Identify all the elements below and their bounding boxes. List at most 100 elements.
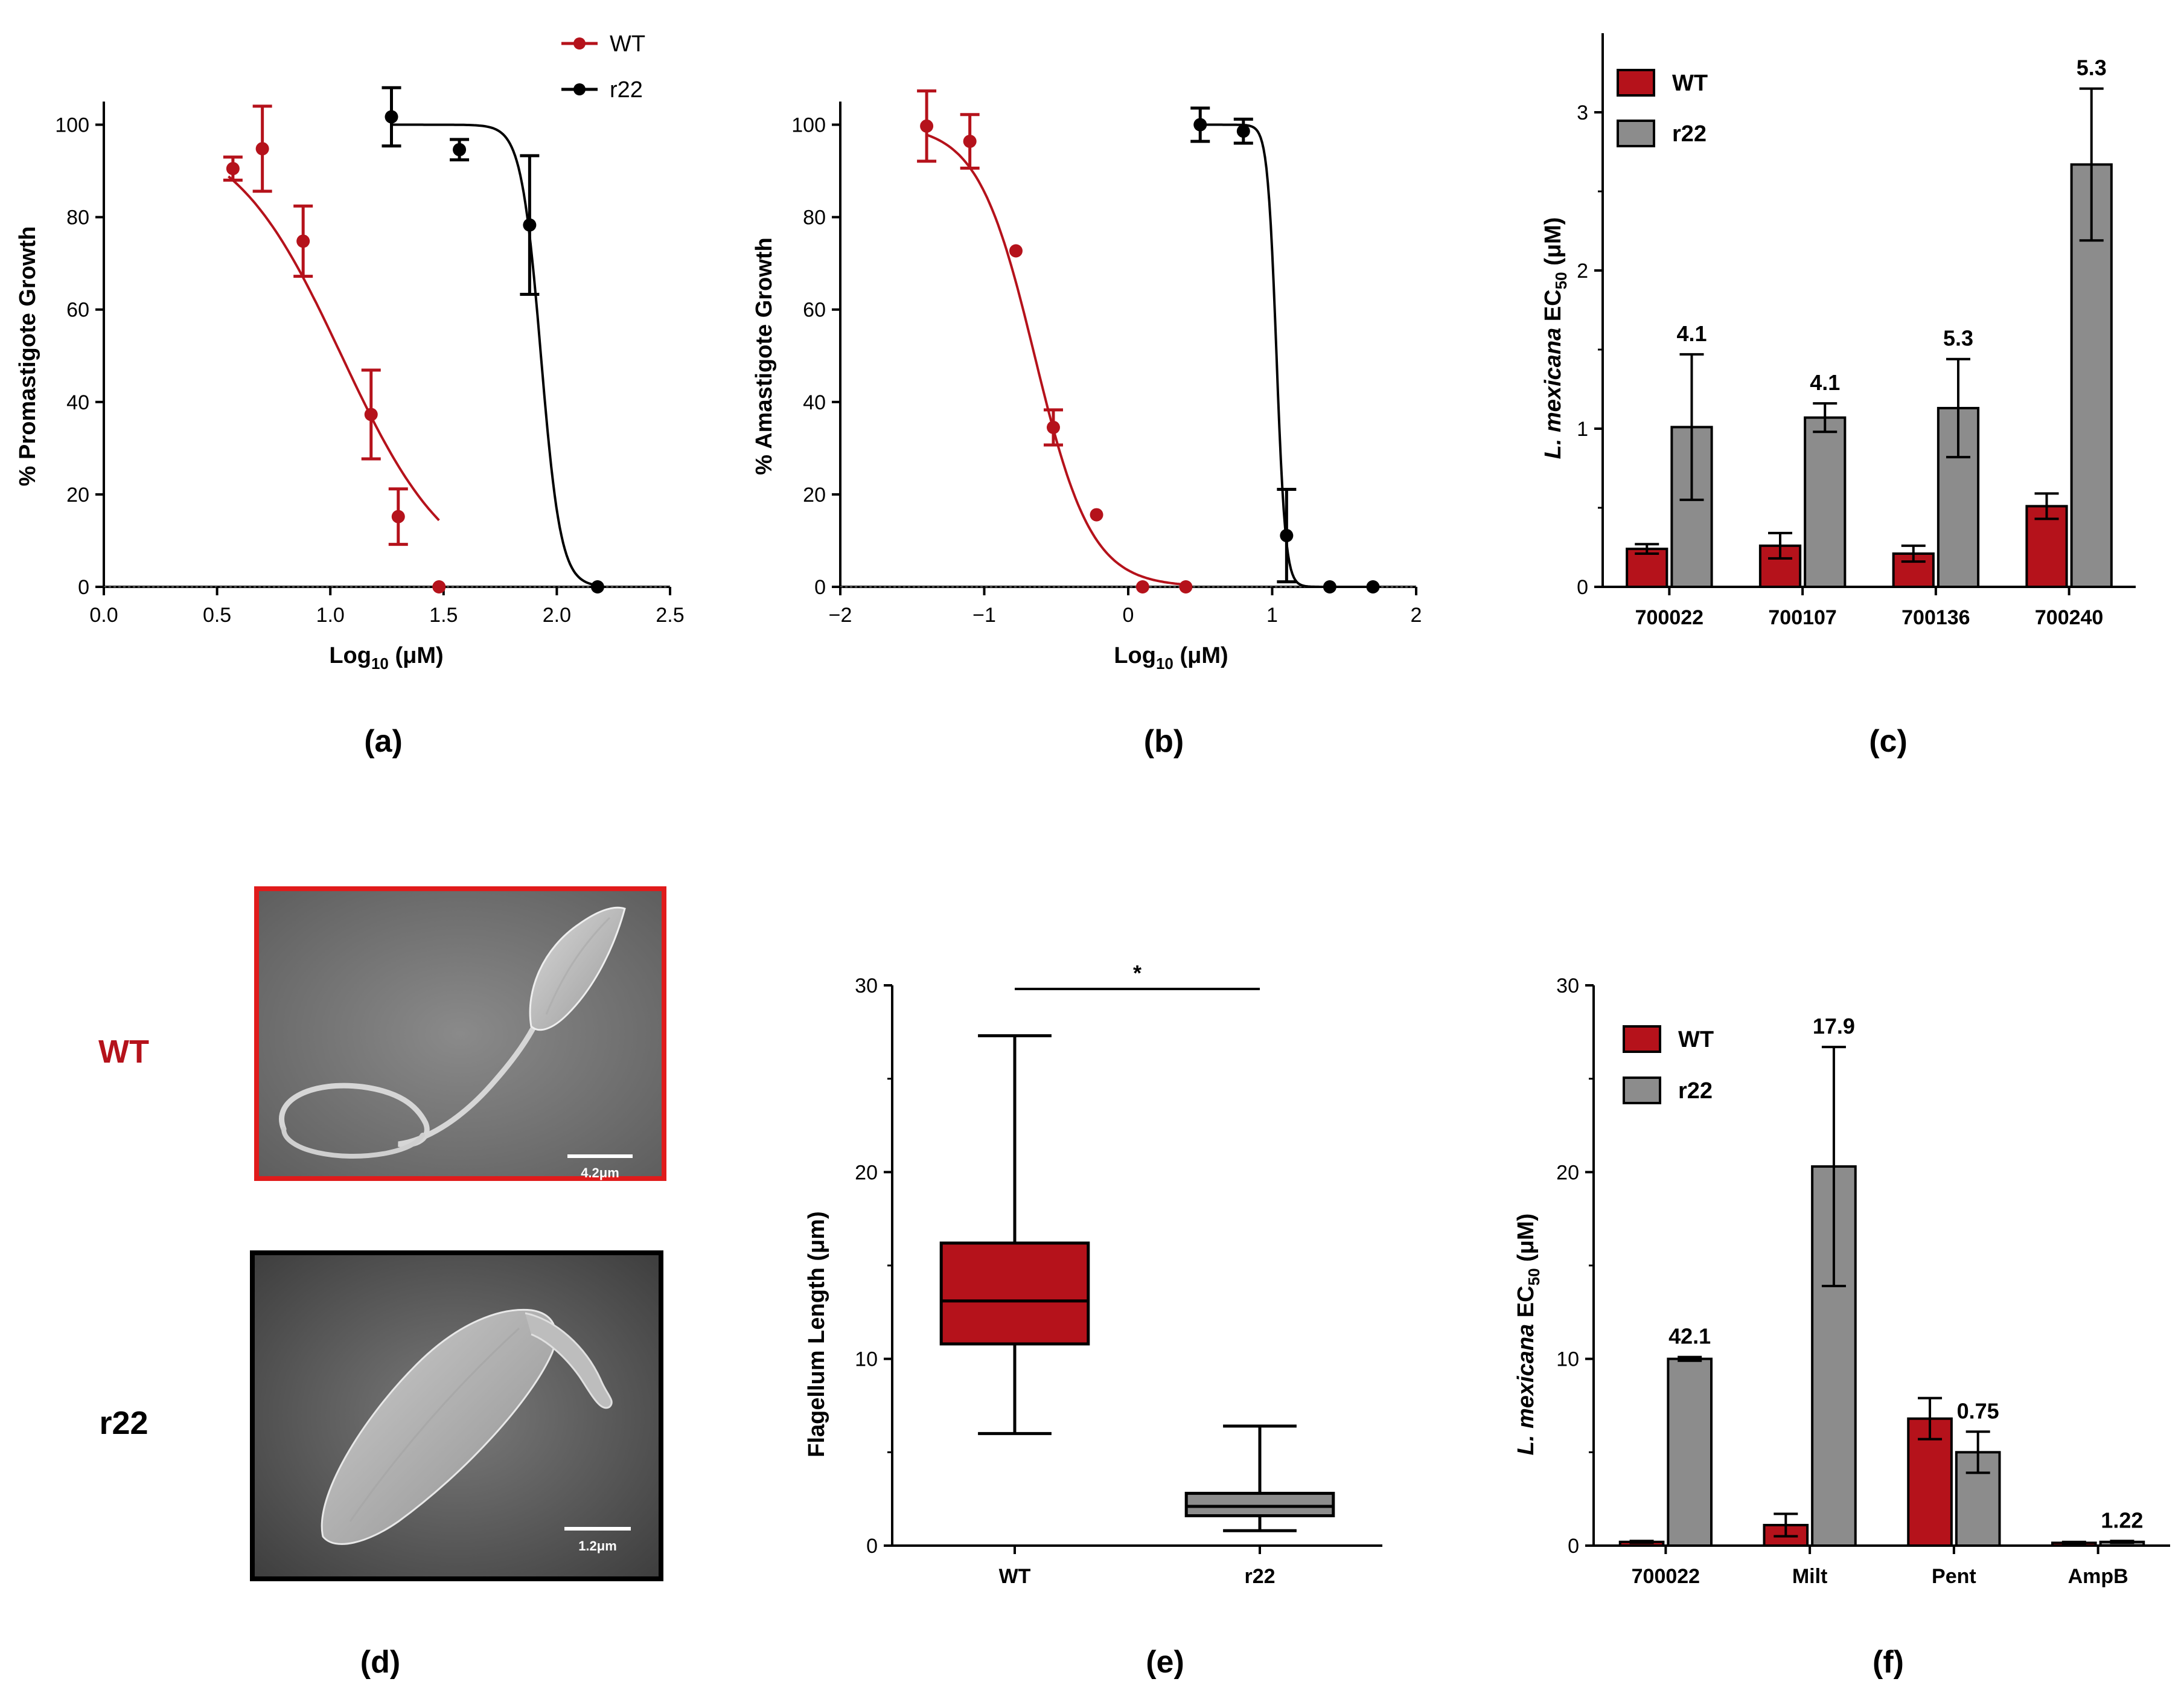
x-tick-label: 1.0 [316,604,345,627]
chart-c-ylabel-unit: (μM) [1541,217,1566,272]
y-tick-label: 60 [803,299,826,322]
fit-curve-r22 [391,123,598,587]
legend-r22-label: r22 [1672,121,1707,147]
chart-e-ylabel: Flagellum Length (μm) [804,1211,829,1457]
data-point-r22 [1280,529,1294,543]
x-tick-label: Pent [1932,1565,1976,1588]
chart-a-xlabel: Log10 (μM) [329,643,443,673]
data-point-WT [226,162,240,176]
legend-wt-label: WT [610,31,645,57]
legend-r22-swatch [1617,120,1655,147]
y-tick-label: 10 [855,1348,878,1371]
legend-wt-marker [573,37,586,50]
data-point-WT [364,408,378,421]
chart-c-ylabel-sub: 50 [1552,272,1570,289]
fold-change-label: 17.9 [1813,1014,1855,1038]
chart-c-legend: WT r22 [1617,69,1708,147]
x-tick-label: WT [999,1565,1031,1588]
x-tick-label: 2.5 [656,604,684,627]
data-point-WT [391,510,405,523]
data-point-WT [1046,420,1060,434]
chart-c-ylabel-ec: EC [1541,289,1566,327]
y-tick-label: 20 [803,484,826,507]
x-tick-label: 0 [1123,604,1134,627]
chart-c-panel-label: (c) [1869,724,1908,759]
chart-a-axes: 0.0 0.5 1.0 1.5 2.0 2.5 0 20 40 60 80 100 [55,101,685,627]
fold-change-label: 4.1 [1676,321,1707,346]
x-tick-label: 700136 [1901,606,1970,629]
sem-image-r22: 1.2μm [250,1250,663,1581]
data-point-r22 [1193,118,1207,132]
box-WT [939,1241,1090,1346]
x-tick-label: 0.0 [89,604,118,627]
data-point-r22 [453,142,467,156]
data-point-WT [432,580,446,593]
y-tick-label: 100 [791,114,826,137]
chart-f-panel-label: (f) [1873,1645,1904,1680]
chart-c-ylabel-species: L. mexicana [1541,328,1566,459]
chart-a-legend: WT r22 [561,31,645,103]
x-tick-label: 1.5 [429,604,458,627]
sem-r22-label: r22 [99,1405,148,1441]
bar-r22-700022 [1667,1357,1713,1547]
data-point-WT [920,119,934,133]
y-tick-label: 0 [866,1535,878,1558]
legend-wt-label: WT [1672,71,1708,96]
chart-b-marks [917,89,1380,593]
x-tick-label: 700022 [1632,1565,1700,1588]
chart-f-ylabel-unit: (μM) [1513,1214,1539,1269]
chart-e-marks: * [939,961,1335,1532]
data-point-WT [255,142,269,156]
chart-f-ylabel: L. mexicana EC50 (μM) [1513,1214,1543,1456]
data-point-WT [1135,580,1149,593]
chart-panel-c: 0 1 2 3 700022 700107 700136 700240 4.1 4.1 5.3 5.… [1541,33,2136,759]
legend-wt-swatch [1623,1025,1661,1053]
y-tick-label: 2 [1577,260,1588,283]
x-tick-label: AmpB [2068,1565,2128,1588]
y-tick-label: 20 [855,1161,878,1184]
fold-change-label: 5.3 [2077,56,2107,80]
y-tick-label: 1 [1577,418,1588,441]
x-tick-label: Milt [1792,1565,1828,1588]
fold-change-label: 4.1 [1810,370,1840,395]
sem-image-wt: 4.2μm [254,886,666,1181]
fit-curve-WT [228,175,440,522]
chart-f-ylabel-species: L. mexicana [1513,1324,1539,1456]
chart-b-panel-label: (b) [1144,724,1184,759]
y-tick-label: 30 [855,974,878,997]
sem-r22-scale: 1.2μm [578,1538,617,1553]
sem-wt-scale: 4.2μm [581,1165,619,1180]
sem-panel-d: WT r22 4.2μm 1.2μm (d) [98,886,666,1680]
y-tick-label: 20 [1556,1161,1579,1184]
legend-r22-label: r22 [1678,1078,1713,1104]
data-point-r22 [385,110,398,124]
chart-a-panel-label: (a) [364,724,403,759]
fold-change-label: 42.1 [1668,1324,1711,1349]
chart-b-ylabel: % Amastigote Growth [752,237,777,475]
chart-f-legend: WT r22 [1623,1025,1714,1104]
data-point-WT [1090,508,1103,522]
y-tick-label: 0 [78,576,89,599]
data-point-WT [296,234,310,248]
chart-f-ylabel-ec: EC [1513,1285,1539,1323]
x-tick-label: −1 [972,604,996,627]
chart-a-marks [223,86,604,593]
x-tick-label: 700022 [1635,606,1703,629]
x-tick-label: 2.0 [543,604,571,627]
x-tick-label: 0.5 [203,604,231,627]
chart-e-panel-label: (e) [1146,1645,1184,1680]
box-r22 [1184,1491,1335,1518]
chart-e-axes: 0 10 20 30 WT r22 [855,974,1382,1588]
sem-wt-label: WT [98,1034,149,1070]
y-tick-label: 40 [803,391,826,414]
legend-r22-marker [573,83,586,95]
legend-r22-label: r22 [610,77,643,103]
chart-panel-f: 0 10 20 30 700022 Milt Pent AmpB 42.1 17.9 0.75 1.… [1513,974,2170,1680]
chart-f-ylabel-sub: 50 [1525,1268,1543,1285]
data-point-r22 [1323,580,1336,593]
y-tick-label: 80 [803,206,826,229]
data-point-WT [1179,580,1193,593]
y-tick-label: 3 [1577,101,1588,124]
chart-b-xlabel: Log10 (μM) [1114,643,1228,673]
